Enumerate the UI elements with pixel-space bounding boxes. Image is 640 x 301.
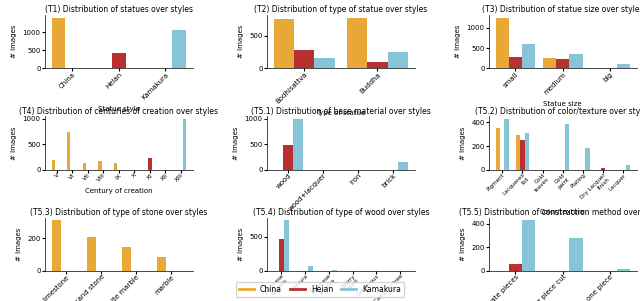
Y-axis label: # Images: # Images	[455, 25, 461, 58]
X-axis label: Century of creation: Century of creation	[85, 188, 152, 194]
Bar	[525, 133, 529, 170]
Bar	[332, 270, 337, 271]
Bar	[52, 160, 55, 170]
Bar	[556, 59, 570, 68]
Bar	[388, 52, 408, 68]
Bar	[308, 266, 313, 271]
Bar	[617, 64, 630, 68]
Title: (T5.3) Distribution of type of stone over styles: (T5.3) Distribution of type of stone ove…	[30, 208, 207, 217]
Legend: China, Heian, Kamakura: China, Heian, Kamakura	[236, 282, 404, 297]
Bar	[284, 220, 289, 271]
Bar	[543, 58, 556, 68]
X-axis label: Type of statue: Type of statue	[316, 110, 365, 116]
Y-axis label: # Images: # Images	[237, 25, 244, 58]
Bar	[604, 67, 617, 68]
Bar	[522, 220, 535, 271]
Bar	[509, 264, 522, 271]
Title: (T5.1) Distribution of base material over styles: (T5.1) Distribution of base material ove…	[251, 107, 431, 116]
Title: (T1) Distribution of statues over styles: (T1) Distribution of statues over styles	[45, 5, 193, 14]
Y-axis label: # Images: # Images	[460, 126, 466, 160]
Bar	[570, 54, 582, 68]
Bar	[504, 119, 509, 170]
Y-axis label: # Images: # Images	[237, 228, 244, 261]
Bar	[626, 165, 630, 170]
Bar	[114, 163, 117, 170]
Y-axis label: # Images: # Images	[460, 228, 466, 261]
X-axis label: Statue size: Statue size	[543, 101, 582, 107]
Bar	[182, 119, 186, 170]
Bar	[367, 63, 388, 68]
Title: (T5.4) Distribution of type of wood over styles: (T5.4) Distribution of type of wood over…	[253, 208, 429, 217]
X-axis label: Statue style: Statue style	[98, 106, 140, 112]
Bar	[570, 238, 582, 271]
Title: (T3) Distribution of statue size over styles: (T3) Distribution of statue size over st…	[482, 5, 640, 14]
Bar	[347, 17, 367, 68]
Bar	[601, 169, 605, 170]
Bar	[52, 220, 61, 271]
Title: (T5.5) Distribution of construction method over styles: (T5.5) Distribution of construction meth…	[460, 208, 640, 217]
Bar	[67, 132, 70, 170]
Bar	[314, 58, 335, 68]
Title: (T5.2) Distribution of color/texture over styles: (T5.2) Distribution of color/texture ove…	[475, 107, 640, 116]
Bar	[495, 128, 500, 170]
Bar	[172, 30, 186, 68]
Y-axis label: # Images: # Images	[11, 25, 17, 58]
Bar	[273, 19, 294, 68]
Bar	[86, 237, 97, 271]
Bar	[509, 57, 522, 68]
Y-axis label: # Images: # Images	[16, 228, 22, 261]
Bar	[293, 119, 303, 170]
Bar	[284, 145, 293, 170]
Bar	[495, 17, 509, 68]
Bar	[294, 50, 314, 68]
Bar	[398, 162, 408, 170]
Bar	[157, 257, 166, 271]
Bar	[279, 239, 284, 271]
Title: (T2) Distribution of type of statue over styles: (T2) Distribution of type of statue over…	[254, 5, 428, 14]
Bar	[112, 53, 125, 68]
Title: (T4) Distribution of centuries of creation over styles: (T4) Distribution of centuries of creati…	[19, 107, 218, 116]
Bar	[122, 247, 131, 271]
Bar	[83, 163, 86, 170]
Bar	[520, 140, 525, 170]
Bar	[516, 135, 520, 170]
Y-axis label: # Images: # Images	[11, 126, 17, 160]
Bar	[98, 161, 102, 170]
Y-axis label: # Images: # Images	[233, 126, 239, 160]
Bar	[585, 148, 589, 170]
Bar	[617, 269, 630, 271]
X-axis label: Base material: Base material	[317, 218, 365, 224]
Bar	[52, 17, 65, 68]
Bar	[148, 158, 152, 170]
Bar	[565, 124, 570, 170]
X-axis label: Color/texture: Color/texture	[540, 209, 586, 216]
Bar	[522, 44, 535, 68]
